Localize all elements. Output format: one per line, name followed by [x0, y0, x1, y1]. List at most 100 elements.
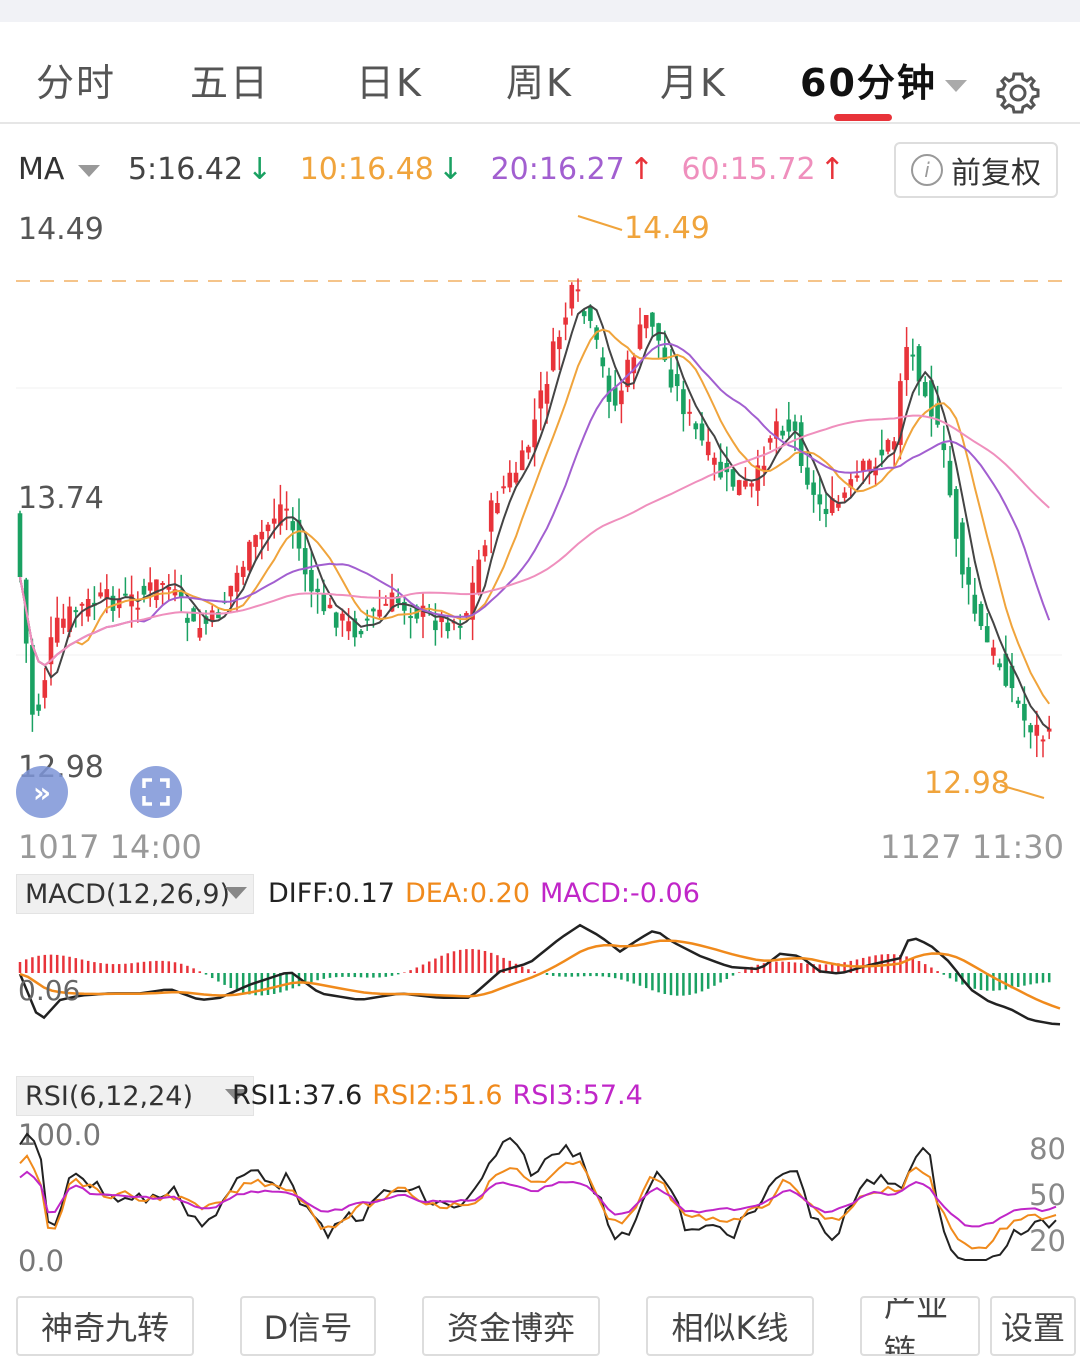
chevron-down-icon — [78, 164, 101, 177]
candle-body — [247, 541, 252, 571]
candle-body — [30, 644, 35, 715]
fullscreen-button[interactable] — [130, 766, 182, 818]
rsi3-line — [19, 1170, 1057, 1228]
candle-body — [705, 441, 711, 456]
candle-body — [358, 630, 364, 635]
candle-body — [253, 535, 258, 547]
candle-body — [321, 594, 327, 612]
macd-axis-label: 0.06 — [18, 974, 81, 1007]
candle-body — [464, 613, 469, 618]
rsi-selector[interactable]: RSI(6,12,24) — [16, 1076, 254, 1116]
capital-game-button[interactable]: 资金博弈 — [422, 1296, 600, 1356]
candle-body — [879, 449, 885, 456]
candle-body — [600, 357, 606, 367]
tab-60min[interactable]: 60分钟 — [800, 52, 967, 107]
candle-body — [501, 486, 506, 489]
ma10-line — [19, 328, 1051, 705]
candle-body — [643, 315, 649, 329]
candle-body — [898, 381, 903, 445]
candle-body — [637, 324, 643, 349]
similar-kline-button[interactable]: 相似K线 — [646, 1296, 814, 1356]
low-annotation-leader — [999, 784, 1045, 799]
candle-body — [544, 384, 550, 404]
tab-daily-k[interactable]: 日K — [356, 61, 423, 105]
tab-60min-label: 60分钟 — [800, 61, 937, 105]
candle-body — [693, 423, 699, 430]
candle-body — [526, 446, 531, 453]
arrow-up-icon: ↑ — [628, 152, 654, 187]
ma10-text: 10:16.48 — [299, 152, 434, 187]
ma5-value: 5:16.42 ↓ — [128, 152, 276, 187]
candle-body — [191, 608, 196, 622]
candle-body — [271, 518, 277, 524]
candle-body — [922, 382, 928, 397]
settings-button[interactable]: 设置 — [990, 1296, 1076, 1356]
candle-body — [178, 590, 184, 598]
arrow-down-icon: ↓ — [247, 152, 273, 187]
candle-body — [867, 460, 872, 472]
candle-body — [674, 374, 680, 387]
candle-body — [687, 411, 692, 414]
ma5-line — [19, 304, 1050, 730]
candle-body — [352, 618, 358, 638]
rsi-lines — [19, 1132, 1057, 1261]
candle-body — [364, 618, 370, 621]
scroll-latest-button[interactable]: » — [16, 766, 68, 818]
candle-body — [581, 311, 587, 317]
candle-body — [185, 617, 190, 623]
candle-body — [234, 572, 240, 592]
macd-selector[interactable]: MACD(12,26,9) — [16, 874, 254, 914]
tab-monthly-k[interactable]: 月K — [660, 61, 727, 105]
rsi1-line — [19, 1132, 1057, 1261]
candle-body — [1040, 739, 1046, 742]
candle-body — [575, 289, 581, 292]
candle-body — [941, 443, 947, 451]
candle-body — [929, 380, 934, 417]
candle-body — [854, 475, 860, 478]
candle-body — [259, 531, 265, 540]
candle-body — [1034, 724, 1040, 736]
candle-body — [73, 610, 79, 613]
candle-body — [972, 594, 978, 614]
candle-body — [284, 508, 289, 511]
macd-chart[interactable] — [0, 918, 1080, 1068]
rsi-chart[interactable] — [0, 1130, 1080, 1270]
candle-body — [54, 617, 60, 643]
candle-body — [333, 612, 339, 628]
candle-body — [885, 439, 891, 452]
candle-body — [588, 307, 593, 321]
ma-selector[interactable]: MA — [18, 152, 114, 187]
period-tabs: 分时 五日 日K 周K 月K 60分钟 — [0, 22, 1080, 124]
candle-body — [327, 604, 333, 609]
tab-intraday[interactable]: 分时 — [36, 61, 117, 105]
candle-body — [203, 616, 209, 624]
candle-body — [817, 494, 823, 505]
candle-body — [712, 457, 717, 465]
candle-body — [197, 627, 203, 638]
candle-body — [1003, 653, 1009, 686]
candle-body — [619, 390, 624, 405]
candle-body — [935, 403, 940, 425]
tab-five-day[interactable]: 五日 — [190, 61, 271, 105]
candle-body — [563, 317, 568, 325]
candle-body — [978, 603, 984, 627]
rsi-level-20: 20 — [1029, 1224, 1066, 1258]
candle-body — [17, 513, 23, 578]
candle-body — [805, 467, 810, 485]
tab-weekly-k[interactable]: 周K — [506, 61, 573, 105]
candle-body — [1028, 725, 1033, 733]
d-signal-button[interactable]: D信号 — [240, 1296, 376, 1356]
gear-icon[interactable] — [995, 70, 1041, 116]
candle-body — [1009, 665, 1015, 689]
magic-nine-button[interactable]: 神奇九转 — [16, 1296, 194, 1356]
industry-chain-button[interactable]: 产业链 — [860, 1296, 980, 1356]
ma20-text: 20:16.27 — [490, 152, 625, 187]
candle-body — [699, 423, 705, 441]
price-adjust-button[interactable]: i 前复权 — [894, 142, 1058, 198]
macd-selector-label: MACD(12,26,9) — [25, 878, 231, 910]
date-start: 1017 14:00 — [18, 828, 202, 866]
high-annotation: 14.49 — [624, 211, 710, 246]
kline-chart[interactable]: 14.49 12.98 — [0, 200, 1080, 820]
candle-body — [408, 616, 413, 619]
candle-body — [960, 522, 965, 575]
